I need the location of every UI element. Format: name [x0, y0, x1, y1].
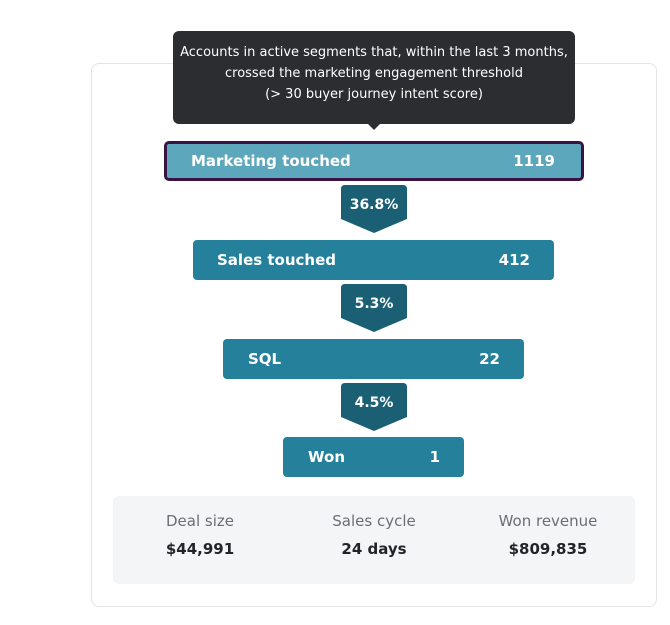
conversion-rate: 4.5% [354, 395, 394, 411]
tooltip-line-3: (> 30 buyer journey intent score) [265, 87, 483, 102]
stage-label: Won [308, 448, 345, 466]
stage-label: Marketing touched [191, 152, 351, 170]
conversion-rate: 5.3% [354, 296, 394, 312]
conversion-badge: 36.8% [341, 185, 407, 233]
conversion-rate: 36.8% [349, 197, 399, 213]
funnel-stage-sales-touched[interactable]: Sales touched 412 [193, 240, 554, 280]
stage-label: Sales touched [217, 251, 337, 269]
funnel-stage-won[interactable]: Won 1 [283, 437, 464, 477]
tooltip-line-1: Accounts in active segments that, within… [180, 45, 568, 60]
stage-label: SQL [248, 350, 282, 368]
stage-tooltip: Accounts in active segments that, within… [173, 31, 575, 124]
funnel-stage-marketing-touched[interactable]: Marketing touched 1119 [164, 141, 584, 181]
stat-value: $809,835 [508, 540, 588, 558]
conversion-badge: 4.5% [341, 383, 407, 431]
stage-value: 22 [479, 350, 500, 368]
stage-value: 1119 [513, 152, 555, 170]
stage-value: 1 [429, 448, 440, 466]
stat-value: $44,991 [165, 540, 235, 558]
stat-label: Sales cycle [332, 512, 416, 530]
conversion-chevron-shape [341, 284, 407, 332]
stat-label: Won revenue [498, 512, 598, 530]
tooltip-line-2: crossed the marketing engagement thresho… [225, 66, 523, 81]
tooltip-arrow [367, 123, 381, 130]
conversion-chevron-shape [341, 185, 407, 233]
stat-label: Deal size [166, 512, 234, 530]
stage-value: 412 [498, 251, 530, 269]
conversion-chevron-shape [341, 383, 407, 431]
conversion-badge: 5.3% [341, 284, 407, 332]
summary-stats-panel: Deal size $44,991 Sales cycle 24 days Wo… [113, 496, 635, 584]
funnel-stage-sql[interactable]: SQL 22 [223, 339, 524, 379]
stat-value: 24 days [341, 540, 407, 558]
